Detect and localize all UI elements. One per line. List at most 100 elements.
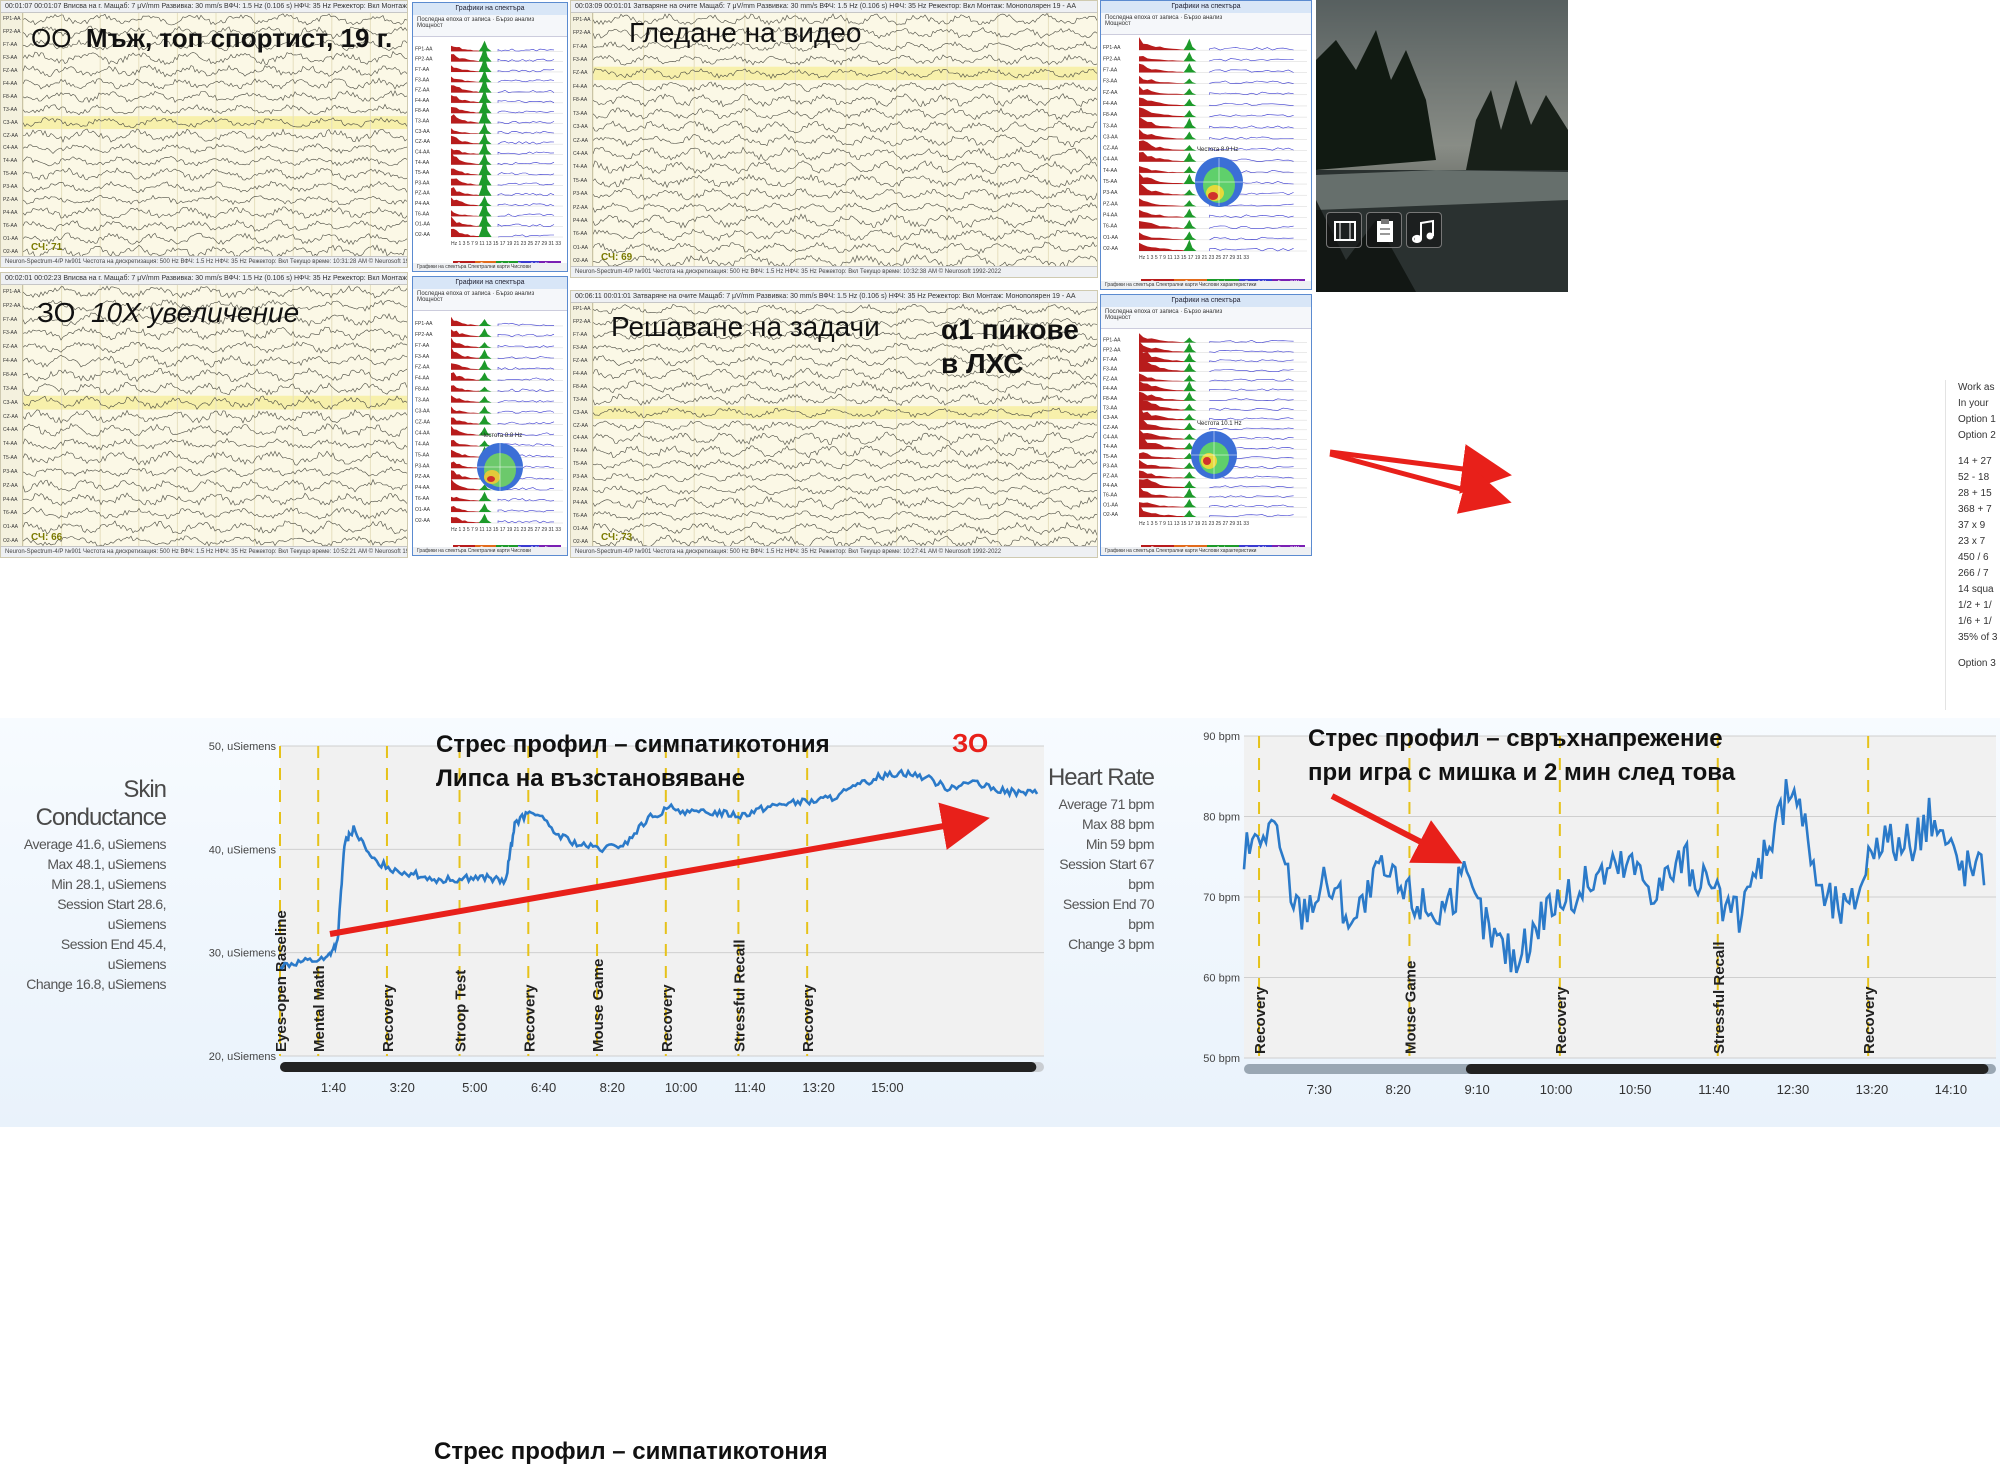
- channel-label[interactable]: P4-AA: [573, 218, 588, 225]
- eeg-trace: [23, 466, 407, 478]
- channel-label[interactable]: O2-AA: [3, 248, 19, 255]
- channel-label[interactable]: F7-AA: [3, 316, 18, 323]
- delta-band: [451, 128, 485, 134]
- channel-label[interactable]: FP2-AA: [573, 319, 591, 326]
- channel-label[interactable]: FZ-AA: [3, 344, 18, 351]
- channel-label[interactable]: O2-AA: [573, 538, 589, 545]
- channel-label[interactable]: T6-AA: [3, 510, 18, 517]
- channel-label[interactable]: F3-AA: [3, 330, 18, 337]
- channel-label[interactable]: T4-AA: [3, 158, 18, 165]
- channel-label[interactable]: FP1-AA: [573, 16, 591, 23]
- channel-label[interactable]: T4-AA: [3, 441, 18, 448]
- channel-label[interactable]: FP1-AA: [3, 288, 21, 295]
- channel-label[interactable]: FZ-AA: [573, 70, 588, 77]
- channel-label[interactable]: FZ-AA: [573, 358, 588, 365]
- channel-label[interactable]: T5-AA: [573, 177, 588, 184]
- tab-last-epoch[interactable]: Последна епоха от записа: [417, 291, 491, 297]
- channel-label[interactable]: C3-AA: [573, 124, 588, 131]
- channel-label[interactable]: O1-AA: [3, 235, 19, 242]
- channel-label[interactable]: T6-AA: [3, 222, 18, 229]
- channel-label[interactable]: T6-AA: [573, 231, 588, 238]
- channel-label[interactable]: FP1-AA: [573, 306, 591, 313]
- channel-label[interactable]: PZ-AA: [573, 204, 588, 211]
- alpha-peak: [478, 491, 492, 502]
- channel-label[interactable]: F7-AA: [573, 332, 588, 339]
- spectrum-tabs[interactable]: Графики на спектъра Спектрални карти Чис…: [413, 547, 567, 555]
- channel-label[interactable]: FZ-AA: [3, 68, 18, 75]
- channel-label[interactable]: PZ-AA: [3, 482, 18, 489]
- channel-label[interactable]: O2-AA: [3, 538, 19, 545]
- channel-label[interactable]: FP2-AA: [3, 302, 21, 309]
- channel-label[interactable]: F8-AA: [3, 93, 18, 100]
- channel-label[interactable]: F8-AA: [573, 97, 588, 104]
- channel-label[interactable]: FP2-AA: [3, 29, 21, 36]
- spectrum-tabs[interactable]: Графики на спектъра Спектрални карти Чис…: [413, 263, 567, 271]
- channel-label[interactable]: O1-AA: [573, 525, 589, 532]
- channel-label[interactable]: T3-AA: [3, 106, 18, 113]
- tab-quick-analysis[interactable]: Бързо анализ: [1183, 15, 1223, 21]
- eeg-toolbar: 00:06:11 00:01:01 Затваряне на очите Мащ…: [571, 291, 1097, 303]
- channel-label[interactable]: F3-AA: [3, 55, 18, 62]
- channel-label[interactable]: F7-AA: [573, 43, 588, 50]
- channel-label[interactable]: P3-AA: [3, 468, 18, 475]
- channel-label[interactable]: F4-AA: [573, 83, 588, 90]
- channel-label[interactable]: P4-AA: [573, 499, 588, 506]
- music-icon[interactable]: [1406, 212, 1442, 248]
- channel-label[interactable]: CZ-AA: [573, 137, 588, 144]
- channel-label[interactable]: C3-AA: [3, 399, 18, 406]
- channel-label[interactable]: CZ-AA: [573, 422, 588, 429]
- channel-label[interactable]: O1-AA: [3, 524, 19, 531]
- tab-quick-analysis[interactable]: Бързо анализ: [495, 291, 535, 297]
- channel-label[interactable]: C3-AA: [573, 409, 588, 416]
- channel-label[interactable]: F8-AA: [3, 371, 18, 378]
- channel-label[interactable]: FP1-AA: [3, 16, 21, 23]
- channel-label[interactable]: CZ-AA: [3, 132, 18, 139]
- channel-label[interactable]: T4-AA: [573, 448, 588, 455]
- channel-label[interactable]: C3-AA: [3, 119, 18, 126]
- channel-label[interactable]: T6-AA: [573, 512, 588, 519]
- spectrum-tabs[interactable]: Графики на спектъра Спектрални карти Чис…: [1101, 547, 1311, 555]
- channel-label[interactable]: P3-AA: [573, 191, 588, 198]
- tab-quick-analysis[interactable]: Бързо анализ: [1183, 309, 1223, 315]
- clipboard-icon[interactable]: [1366, 212, 1402, 248]
- channel-label[interactable]: PZ-AA: [573, 486, 588, 493]
- tab-last-epoch[interactable]: Последна епоха от записа: [417, 17, 491, 23]
- channel-label[interactable]: P4-AA: [3, 496, 18, 503]
- film-icon[interactable]: [1326, 212, 1362, 248]
- channel-label[interactable]: F3-AA: [573, 345, 588, 352]
- eeg-footer: Neuron-Spectrum-4/P №901 Честота на диск…: [1, 546, 407, 557]
- spectrum-channel-label: O2-AA: [415, 232, 431, 238]
- skin-chart-svg: 50, uSiemens 40, uSiemens 30, uSiemens 20, …: [209, 728, 1044, 1095]
- channel-label[interactable]: T4-AA: [573, 164, 588, 171]
- channel-label[interactable]: PZ-AA: [3, 196, 18, 203]
- tab-last-epoch[interactable]: Последна епоха от записа: [1105, 309, 1179, 315]
- channel-label[interactable]: F7-AA: [3, 42, 18, 49]
- channel-label[interactable]: F3-AA: [573, 56, 588, 63]
- spectrum-tabs[interactable]: Графики на спектъра Спектрални карти Чис…: [1101, 281, 1311, 289]
- channel-label[interactable]: P4-AA: [3, 209, 18, 216]
- channel-label[interactable]: F8-AA: [573, 383, 588, 390]
- channel-label[interactable]: F4-AA: [3, 358, 18, 365]
- tab-quick-analysis[interactable]: Бързо анализ: [495, 17, 535, 23]
- channel-label[interactable]: P3-AA: [3, 184, 18, 191]
- channel-label[interactable]: P3-AA: [573, 474, 588, 481]
- channel-label[interactable]: C4-AA: [3, 427, 18, 434]
- channel-label[interactable]: T3-AA: [3, 385, 18, 392]
- channel-label[interactable]: C4-AA: [3, 145, 18, 152]
- channel-label[interactable]: F4-AA: [3, 80, 18, 87]
- channel-label[interactable]: FP2-AA: [573, 30, 591, 37]
- channel-label[interactable]: O2-AA: [573, 258, 589, 265]
- channel-label[interactable]: O1-AA: [573, 244, 589, 251]
- channel-label[interactable]: C4-AA: [573, 435, 588, 442]
- tab-last-epoch[interactable]: Последна епоха от записа: [1105, 15, 1179, 21]
- alpha-peak: [1183, 498, 1197, 508]
- channel-label[interactable]: F4-AA: [573, 370, 588, 377]
- x-tick-label: 6:40: [531, 1080, 556, 1095]
- channel-label[interactable]: T3-AA: [573, 110, 588, 117]
- channel-label[interactable]: T5-AA: [3, 171, 18, 178]
- channel-label[interactable]: T3-AA: [573, 396, 588, 403]
- channel-label[interactable]: T5-AA: [573, 461, 588, 468]
- channel-label[interactable]: C4-AA: [573, 150, 588, 157]
- channel-label[interactable]: CZ-AA: [3, 413, 18, 420]
- channel-label[interactable]: T5-AA: [3, 455, 18, 462]
